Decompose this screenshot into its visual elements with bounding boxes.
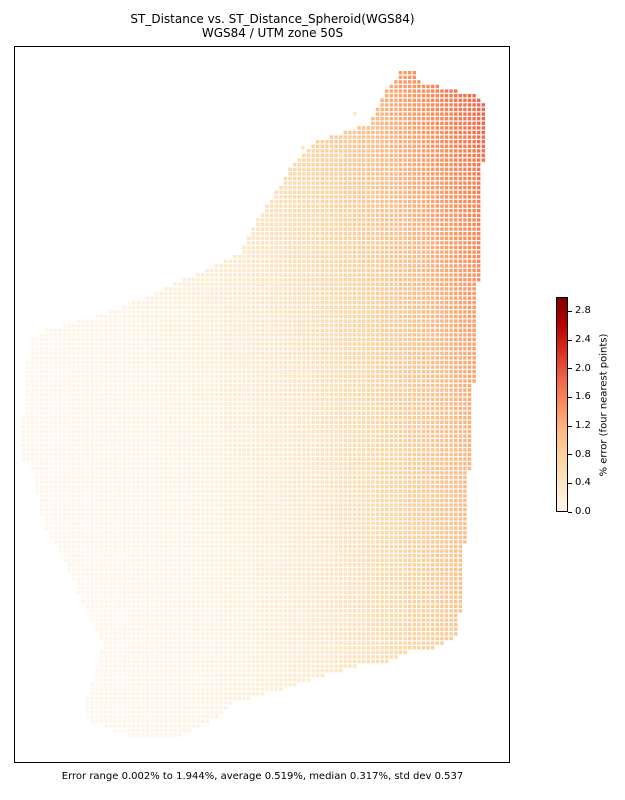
colorbar-label: % error (four nearest points) [598,333,610,477]
chart-title: ST_Distance vs. ST_Distance_Spheroid(WGS… [130,12,415,26]
colorbar-tick [568,368,572,370]
colorbar-tick-label: 2.8 [575,305,591,317]
colorbar-tick [568,454,572,456]
error-summary: Error range 0.002% to 1.944%, average 0.… [61,771,464,782]
colorbar-tick [568,310,572,312]
colorbar-tick [568,396,572,398]
colorbar-tick-label: 0.8 [575,448,591,460]
colorbar-tick [568,425,572,427]
colorbar-tick [568,339,572,341]
colorbar-tick-label: 1.6 [575,391,591,403]
colorbar-tick-label: 2.4 [575,334,591,345]
colorbar-tick-label: 1.2 [575,420,591,431]
colorbar-tick-label: 2.0 [575,362,591,374]
colorbar-tick [568,511,572,513]
error-grid [21,71,485,737]
plot-area [14,46,510,763]
chart-subtitle: WGS84 / UTM zone 50S [201,26,344,40]
colorbar-tick-label: 0.4 [575,477,591,489]
colorbar-tick-label: 0.0 [575,506,591,517]
colorbar [556,297,568,512]
colorbar-tick [568,482,572,484]
